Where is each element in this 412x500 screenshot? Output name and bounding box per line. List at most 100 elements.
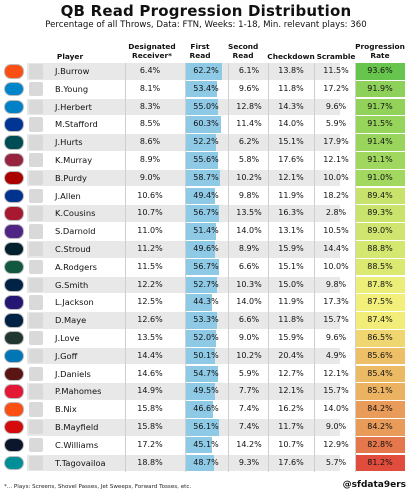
first-read-cell: 56.7% bbox=[193, 261, 219, 271]
column-divider bbox=[314, 63, 315, 473]
player-name: T.Tagovailoa bbox=[55, 457, 106, 468]
player-name: P.Mahomes bbox=[55, 386, 102, 397]
checkdown-cell: 14.0% bbox=[278, 119, 304, 129]
checkdown-cell: 11.8% bbox=[278, 83, 304, 93]
first-read-cell: 51.4% bbox=[193, 226, 219, 236]
first-read-bar bbox=[185, 418, 219, 436]
designated-receiver-cell: 10.7% bbox=[137, 208, 163, 218]
first-read-cell: 52.2% bbox=[193, 137, 219, 147]
designated-receiver-cell: 12.2% bbox=[137, 279, 163, 289]
player-headshot bbox=[29, 188, 43, 204]
first-read-bar bbox=[185, 436, 213, 454]
table-row: K.Murray 8.9% 55.6% 5.8% 17.6% 12.1% 91.1% bbox=[0, 151, 412, 170]
team-logo-icon bbox=[4, 99, 24, 115]
progression-rate-cell: 85.1% bbox=[355, 383, 405, 400]
team-logo-icon bbox=[4, 259, 24, 275]
second-read-cell: 10.3% bbox=[236, 279, 262, 289]
table-row: J.Hurts 8.6% 52.2% 6.2% 15.1% 17.9% 91.4% bbox=[0, 134, 412, 152]
second-read-cell: 5.8% bbox=[238, 154, 260, 164]
table-row: D.Maye 12.6% 53.3% 6.6% 11.8% 15.7% 87.4% bbox=[0, 312, 412, 330]
table-row: S.Darnold 11.0% 51.4% 14.0% 13.1% 10.5% 89.0% bbox=[0, 223, 412, 241]
row-stripe bbox=[27, 98, 340, 116]
player-name: B.Mayfield bbox=[55, 421, 99, 432]
scramble-cell: 15.7% bbox=[323, 315, 349, 325]
first-read-cell: 50.1% bbox=[193, 350, 219, 360]
table-row: J.Allen 10.6% 49.4% 9.8% 11.9% 18.2% 89.4% bbox=[0, 187, 412, 206]
table-row: B.Young 8.1% 53.4% 9.6% 11.8% 17.2% 91.9% bbox=[0, 80, 412, 99]
row-stripe bbox=[27, 454, 340, 472]
player-headshot bbox=[29, 135, 43, 150]
designated-receiver-cell: 14.4% bbox=[137, 350, 163, 360]
header-progression-rate: Progression Rate bbox=[355, 42, 405, 60]
row-stripe bbox=[27, 383, 340, 400]
designated-receiver-cell: 11.0% bbox=[137, 226, 163, 236]
first-read-cell: 48.7% bbox=[193, 457, 219, 467]
player-headshot bbox=[29, 117, 43, 132]
table-row: J.Burrow 6.4% 62.2% 6.1% 13.8% 11.5% 93.6% bbox=[0, 63, 412, 81]
team-logo-icon bbox=[4, 241, 24, 257]
first-read-bar bbox=[185, 312, 217, 329]
first-read-cell: 62.2% bbox=[193, 66, 219, 75]
designated-receiver-cell: 18.8% bbox=[137, 457, 163, 467]
player-headshot bbox=[29, 384, 43, 399]
header-designated-receiver: Designated Receiver* bbox=[128, 42, 176, 60]
player-headshot bbox=[29, 224, 43, 239]
team-logo-icon bbox=[4, 224, 24, 239]
column-divider bbox=[355, 63, 356, 473]
progression-rate-cell: 91.4% bbox=[355, 134, 405, 151]
progression-rate-cell: 88.5% bbox=[355, 258, 405, 276]
first-read-cell: 56.7% bbox=[193, 208, 219, 218]
column-divider bbox=[228, 63, 229, 473]
player-name: K.Cousins bbox=[55, 208, 96, 219]
player-headshot bbox=[29, 330, 43, 346]
player-headshot bbox=[29, 437, 43, 453]
team-logo-icon bbox=[4, 295, 24, 310]
progression-rate-cell: 89.3% bbox=[355, 205, 405, 222]
second-read-cell: 9.0% bbox=[238, 332, 260, 342]
progression-rate-cell: 85.4% bbox=[355, 365, 405, 383]
player-name: B.Young bbox=[55, 83, 89, 94]
progression-rate-cell: 86.5% bbox=[355, 329, 405, 347]
second-read-cell: 7.7% bbox=[238, 386, 260, 396]
team-logo-icon bbox=[4, 81, 24, 97]
column-divider bbox=[125, 63, 126, 473]
row-stripe bbox=[27, 205, 340, 222]
second-read-cell: 6.6% bbox=[238, 261, 260, 271]
table-row: A.Rodgers 11.5% 56.7% 6.6% 15.1% 10.0% 88.5% bbox=[0, 258, 412, 277]
designated-receiver-cell: 14.6% bbox=[137, 368, 163, 378]
table-row: M.Stafford 8.5% 60.3% 11.4% 14.0% 5.9% 91.5% bbox=[0, 116, 412, 134]
table-row: J.Daniels 14.6% 54.7% 5.9% 12.7% 12.1% 85.4% bbox=[0, 365, 412, 384]
scramble-cell: 17.2% bbox=[323, 83, 349, 93]
first-read-bar bbox=[185, 151, 219, 169]
player-headshot bbox=[29, 419, 43, 435]
player-name: B.Nix bbox=[55, 404, 77, 415]
table-row: B.Purdy 9.0% 58.7% 10.2% 12.1% 10.0% 91.0% bbox=[0, 169, 412, 188]
first-read-bar bbox=[185, 116, 222, 133]
second-read-cell: 9.6% bbox=[238, 83, 260, 93]
first-read-bar bbox=[185, 329, 217, 347]
checkdown-cell: 11.7% bbox=[278, 421, 304, 431]
player-name: D.Maye bbox=[55, 315, 87, 326]
author-handle: @sfdata9ers bbox=[342, 480, 406, 490]
first-read-bar bbox=[185, 205, 220, 222]
team-logo-icon bbox=[4, 366, 24, 382]
first-read-bar bbox=[185, 258, 220, 276]
progression-rate-cell: 82.8% bbox=[355, 436, 405, 454]
first-read-bar bbox=[185, 63, 223, 80]
second-read-cell: 6.1% bbox=[238, 66, 260, 75]
team-logo-icon bbox=[4, 330, 24, 346]
first-read-cell: 55.6% bbox=[193, 154, 219, 164]
team-logo-icon bbox=[4, 117, 24, 132]
progression-rate-cell: 88.8% bbox=[355, 240, 405, 258]
row-stripe bbox=[27, 134, 340, 151]
second-read-cell: 12.8% bbox=[236, 101, 262, 111]
table-row: L.Jackson 12.5% 44.3% 14.0% 11.9% 17.3% 87.5% bbox=[0, 294, 412, 312]
first-read-cell: 52.0% bbox=[193, 332, 219, 342]
player-name: C.Stroud bbox=[55, 243, 91, 254]
first-read-bar bbox=[185, 134, 217, 151]
scramble-cell: 10.0% bbox=[323, 261, 349, 271]
designated-receiver-cell: 8.1% bbox=[139, 83, 161, 93]
first-read-bar bbox=[185, 240, 215, 258]
player-headshot bbox=[29, 366, 43, 382]
checkdown-cell: 11.9% bbox=[278, 190, 304, 200]
